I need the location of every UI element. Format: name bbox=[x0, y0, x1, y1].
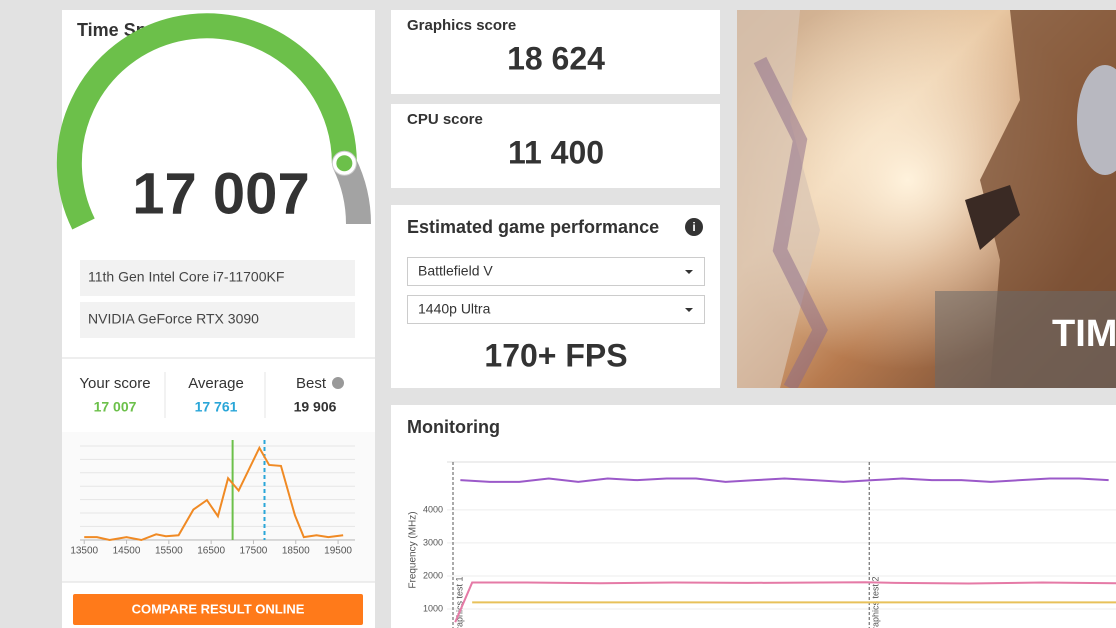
caret bbox=[685, 270, 693, 274]
game-title: Estimated game performance bbox=[407, 217, 659, 237]
info-icon-glyph: i bbox=[692, 220, 695, 234]
x-tick-label: 18500 bbox=[282, 546, 310, 557]
x-tick-label: 19500 bbox=[324, 546, 352, 557]
comparison-label: Your score bbox=[79, 375, 150, 392]
comparison-label: Best bbox=[296, 375, 327, 392]
monitoring-title: Monitoring bbox=[407, 417, 500, 437]
gauge-fill bbox=[56, 13, 357, 230]
graphics-value: 18 624 bbox=[507, 40, 605, 76]
distribution-bg bbox=[62, 432, 375, 582]
x-tick-label: 14500 bbox=[113, 546, 141, 557]
compare-button[interactable] bbox=[73, 594, 363, 625]
x-tick-label: 16500 bbox=[197, 546, 225, 557]
frequency-line bbox=[454, 581, 1116, 623]
banner-text: TIM bbox=[1052, 313, 1116, 355]
distribution-line bbox=[84, 445, 344, 542]
game-selected[interactable]: Battlefield V bbox=[418, 263, 493, 279]
cpu-value: 11 400 bbox=[508, 134, 604, 170]
x-tick-label: 15500 bbox=[155, 546, 183, 557]
banner-image: TIM bbox=[737, 10, 1116, 388]
score-value: 17 007 bbox=[132, 161, 309, 226]
x-tick-label: 17500 bbox=[240, 546, 268, 557]
y-axis-label: Frequency (MHz) bbox=[408, 511, 419, 588]
cpu-panel bbox=[391, 104, 720, 188]
preset-dropdown[interactable] bbox=[407, 295, 705, 324]
info-icon[interactable] bbox=[332, 377, 344, 389]
game-dropdown[interactable] bbox=[407, 257, 705, 286]
x-tick-label: 13500 bbox=[70, 546, 98, 557]
cpu-name: 11th Gen Intel Core i7-11700KF bbox=[88, 269, 284, 285]
y-tick-label: 1000 bbox=[423, 603, 443, 613]
graphics-panel bbox=[391, 10, 720, 94]
cpu-label: CPU score bbox=[407, 111, 483, 128]
comparison-value: 19 906 bbox=[294, 399, 337, 415]
comparison-value: 17 761 bbox=[195, 399, 238, 415]
caret bbox=[685, 308, 693, 312]
comparison-label: Average bbox=[188, 375, 244, 392]
gpu-row bbox=[80, 302, 355, 338]
cpu-row bbox=[80, 260, 355, 296]
gpu-name: NVIDIA GeForce RTX 3090 bbox=[88, 311, 259, 327]
compare-button-label[interactable]: COMPARE RESULT ONLINE bbox=[132, 601, 305, 616]
monitoring-panel bbox=[391, 405, 1116, 628]
test-label: Graphics test 1 bbox=[454, 576, 464, 628]
y-tick-label: 4000 bbox=[423, 504, 443, 514]
graphics-label: Graphics score bbox=[407, 17, 516, 34]
comparison-value: 17 007 bbox=[94, 399, 137, 415]
y-tick-label: 3000 bbox=[423, 537, 443, 547]
gauge-marker-dot bbox=[336, 155, 353, 172]
fps-value: 170+ FPS bbox=[484, 337, 627, 373]
info-icon[interactable] bbox=[685, 218, 703, 236]
frequency-line bbox=[460, 477, 1109, 483]
preset-selected[interactable]: 1440p Ultra bbox=[418, 301, 491, 317]
y-tick-label: 2000 bbox=[423, 570, 443, 580]
